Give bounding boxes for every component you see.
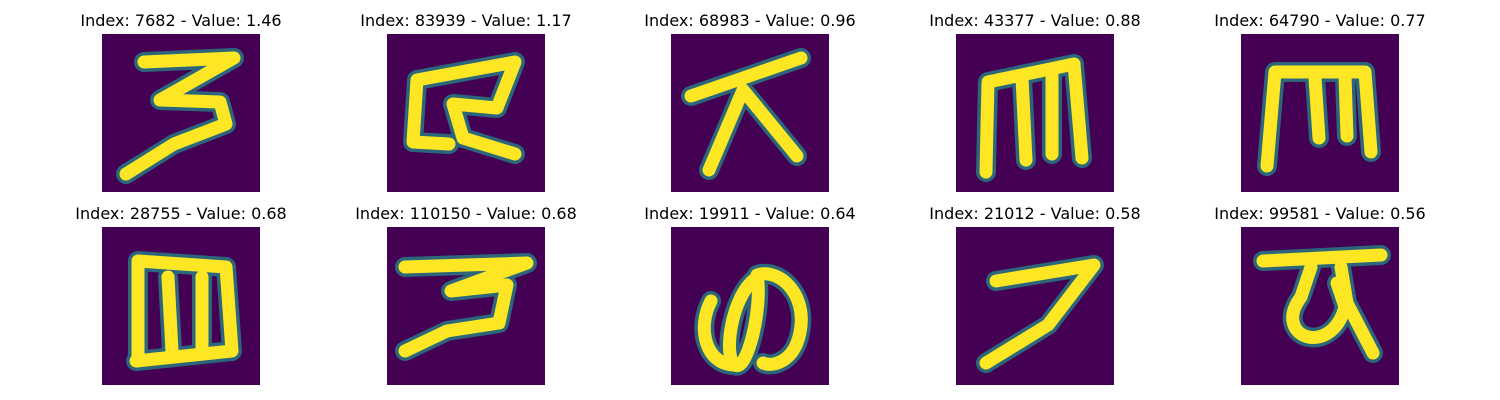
character-image-panel — [387, 34, 545, 192]
character-image-panel — [387, 227, 545, 385]
m-like-character-image — [102, 227, 260, 385]
m-like-character-image — [956, 34, 1114, 192]
character-image-panel — [671, 34, 829, 192]
m-like-character-image — [1241, 34, 1399, 192]
panel-title: Index: 68983 - Value: 0.96 — [644, 11, 856, 30]
three-like-character-image — [387, 227, 545, 385]
character-image-panel — [956, 34, 1114, 192]
character-image-panel — [102, 34, 260, 192]
character-image-panel — [102, 227, 260, 385]
panel-title: Index: 19911 - Value: 0.64 — [644, 204, 856, 223]
character-image-panel — [1241, 227, 1399, 385]
seven-like-character-image — [956, 227, 1114, 385]
panel-title: Index: 21012 - Value: 0.58 — [929, 204, 1141, 223]
panel-title: Index: 64790 - Value: 0.77 — [1214, 11, 1426, 30]
panel-title: Index: 83939 - Value: 1.17 — [360, 11, 572, 30]
panel-title: Index: 7682 - Value: 1.46 — [80, 11, 282, 30]
ka-like-character-image — [387, 34, 545, 192]
panel-title: Index: 43377 - Value: 0.88 — [929, 11, 1141, 30]
character-image-panel — [956, 227, 1114, 385]
three-like-character-image — [102, 34, 260, 192]
panel-title: Index: 99581 - Value: 0.56 — [1214, 204, 1426, 223]
panel-title: Index: 28755 - Value: 0.68 — [75, 204, 287, 223]
image-background — [387, 227, 545, 385]
panel-title: Index: 110150 - Value: 0.68 — [355, 204, 577, 223]
character-image-panel — [671, 227, 829, 385]
dai-like-character-image — [671, 34, 829, 192]
character-image-panel — [1241, 34, 1399, 192]
loop-like-character-image — [1241, 227, 1399, 385]
no-like-character-image — [671, 227, 829, 385]
